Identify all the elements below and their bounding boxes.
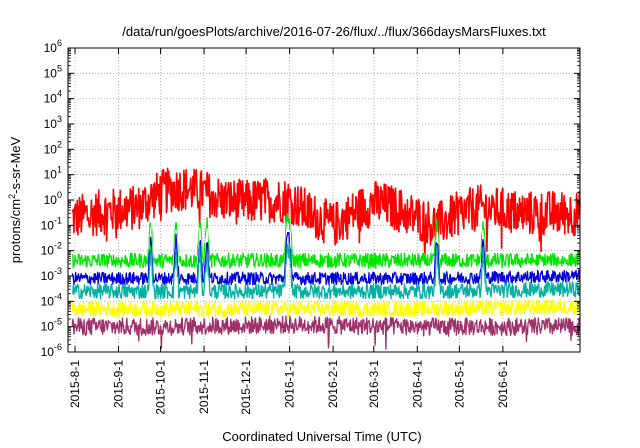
y-tick-label: 102 (44, 139, 62, 156)
y-tick-label-exp: 4 (57, 89, 62, 99)
y-tick-label-exp: 5 (57, 63, 62, 73)
y-tick-label-exp: 1 (57, 165, 62, 175)
y-tick-label-exp: -6 (54, 342, 62, 352)
x-tick-labels: 2015-8-1 2015-9-1 2015-10-1 2015-11-1 2015-1… (68, 360, 510, 415)
x-tick-label: 2016-4-1 (410, 360, 424, 408)
y-tick-label: 10-3 (41, 266, 62, 283)
series-line (71, 231, 581, 286)
y-tick-label: 101 (44, 165, 62, 182)
series-line (71, 243, 581, 300)
y-tick-label-exp: 6 (57, 38, 62, 48)
y-tick-label-base: 10 (44, 66, 58, 80)
y-tick-label: 106 (44, 38, 62, 55)
x-tick-label: 2016-5-1 (452, 360, 466, 408)
x-axis-label: Coordinated Universal Time (UTC) (222, 429, 421, 444)
y-tick-label: 103 (44, 114, 62, 131)
x-tick-label: 2016-6-1 (496, 360, 510, 408)
x-tick-label: 2015-11-1 (197, 360, 211, 414)
y-tick-label-base: 10 (44, 142, 58, 156)
series-line (71, 226, 581, 278)
y-tick-label-base: 10 (44, 92, 58, 106)
series-line (71, 167, 581, 258)
y-tick-label-base: 10 (44, 41, 58, 55)
y-tick-label: 10-2 (41, 241, 62, 258)
y-tick-label-exp: -2 (54, 241, 62, 251)
series-line (71, 315, 581, 350)
y-tick-label-exp: -1 (54, 215, 62, 225)
x-tick-label: 2015-10-1 (154, 360, 168, 415)
y-tick-label-base: 10 (44, 193, 58, 207)
y-axis-label-rest: -s-sr-MeV (8, 136, 23, 193)
ticks (68, 47, 580, 353)
y-tick-label: 104 (44, 89, 62, 106)
y-tick-label: 100 (44, 190, 62, 207)
chart-title: /data/run/goesPlots/archive/2016-07-26/f… (122, 24, 546, 39)
y-tick-label-base: 10 (41, 244, 55, 258)
series-layer (71, 167, 581, 350)
y-tick-label-base: 10 (41, 294, 55, 308)
y-tick-label-exp: -4 (54, 291, 62, 301)
x-tick-label: 2015-8-1 (68, 360, 82, 408)
y-tick-label: 10-6 (41, 342, 62, 359)
y-tick-label-exp: 3 (57, 114, 62, 124)
x-tick-label: 2016-2-1 (326, 360, 340, 408)
x-tick-label: 2015-9-1 (111, 360, 125, 408)
y-tick-label-base: 10 (44, 117, 58, 131)
y-axis-label-sup: 2 (7, 194, 17, 199)
y-tick-label-base: 10 (41, 269, 55, 283)
y-tick-labels: 10-610-510-410-310-210-11001011021031041… (41, 38, 62, 359)
x-tick-label: 2016-3-1 (367, 360, 381, 408)
y-tick-label: 10-1 (41, 215, 62, 232)
y-tick-label-base: 10 (41, 345, 55, 359)
y-axis-label: protons/cm2-s-sr-MeV (7, 136, 23, 263)
y-tick-label-exp: -3 (54, 266, 62, 276)
y-tick-label-base: 10 (41, 218, 55, 232)
y-axis-label-base: protons/cm (8, 199, 23, 263)
x-tick-label: 2015-12-1 (239, 360, 253, 415)
y-tick-label-exp: -5 (54, 317, 62, 327)
series-line (71, 212, 581, 269)
y-tick-label-base: 10 (41, 320, 55, 334)
series-line (71, 299, 581, 318)
y-tick-label: 10-4 (41, 291, 62, 308)
y-tick-label: 10-5 (41, 317, 62, 334)
y-tick-label-exp: 2 (57, 139, 62, 149)
y-tick-label-exp: 0 (57, 190, 62, 200)
y-tick-label: 105 (44, 63, 62, 80)
y-tick-label-base: 10 (44, 168, 58, 182)
x-tick-label: 2016-1-1 (283, 360, 297, 408)
